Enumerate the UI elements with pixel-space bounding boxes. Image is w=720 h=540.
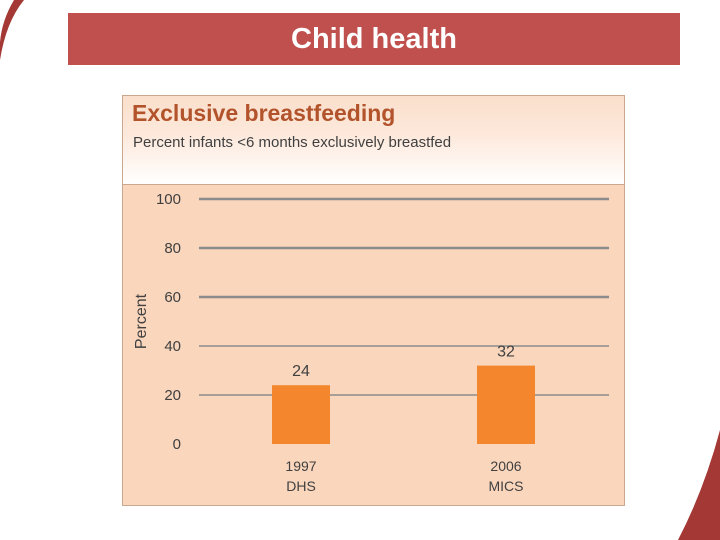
x-tick-label-year: 2006 <box>490 458 521 474</box>
bar-1997 <box>272 385 330 444</box>
y-tick-label-40: 40 <box>164 338 181 355</box>
corner-decoration <box>0 0 24 60</box>
y-tick-label-20: 20 <box>164 387 181 404</box>
y-tick-label-80: 80 <box>164 240 181 257</box>
data-label-2006: 32 <box>497 344 515 361</box>
x-tick-label-source: DHS <box>286 478 316 494</box>
chart-subtitle: Percent infants <6 months exclusively br… <box>133 134 452 151</box>
chart-panel: Exclusive breastfeeding Percent infants … <box>122 95 625 506</box>
chart-title: Exclusive breastfeeding <box>132 100 396 126</box>
slide-title: Child health <box>68 13 680 65</box>
y-tick-label-0: 0 <box>173 436 181 453</box>
x-tick-label-source: MICS <box>489 478 524 494</box>
bar-chart: 0 20 40 60 80 100 Percent 24 1997 DHS 32 2006 MICS <box>133 191 609 494</box>
y-tick-label-60: 60 <box>164 289 181 306</box>
chart-header: Exclusive breastfeeding Percent infants … <box>123 96 624 185</box>
bar-2006 <box>477 365 535 444</box>
x-tick-label-year: 1997 <box>285 458 316 474</box>
data-label-1997: 24 <box>292 363 310 380</box>
corner-decoration-bottom <box>678 430 720 540</box>
y-tick-label-100: 100 <box>156 191 181 208</box>
y-axis-title: Percent <box>133 293 150 349</box>
